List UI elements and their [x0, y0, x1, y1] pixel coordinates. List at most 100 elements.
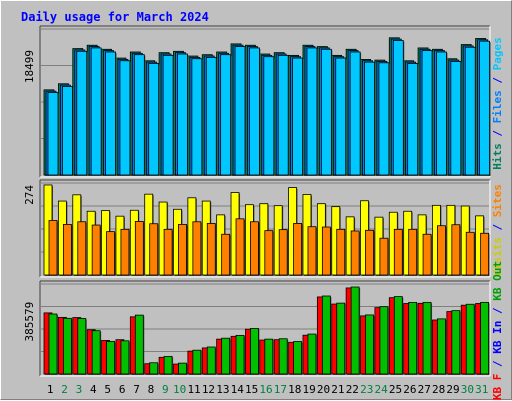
bar-hits-pages-day-16 [263, 56, 275, 176]
bar-kbytes-kb-out-day-6 [120, 340, 130, 375]
bar-kbytes-kb-out-day-28 [437, 318, 446, 375]
x-tick-label-day-26: 26 [403, 383, 416, 396]
x-tick-label-day-30: 30 [461, 383, 474, 396]
bar-hits-pages-day-13 [220, 54, 232, 176]
x-tick-label-day-13: 13 [216, 383, 229, 396]
bar-hits-pages-day-30 [464, 46, 476, 176]
legend-entry: / [491, 123, 504, 143]
bar-hits-pages-day-3 [76, 50, 88, 176]
bar-visits-sites-day-14 [235, 218, 245, 276]
bar-hits-pages-day-10 [177, 53, 188, 176]
tick-label-hits: 18499 [23, 50, 36, 83]
x-tick-label-day-11: 11 [187, 383, 200, 396]
bar-hits-pages-day-12 [205, 56, 217, 176]
bar-visits-sites-day-12 [206, 223, 216, 276]
bar-kbytes-kb-out-day-31 [480, 301, 490, 375]
bar-hits-pages-day-1 [47, 92, 59, 176]
bar-kbytes-kb-out-day-22 [350, 286, 360, 375]
x-tick-label-day-3: 3 [76, 383, 83, 396]
bar-hits-pages-day-8 [148, 63, 160, 176]
x-tick-label-day-9: 9 [162, 383, 169, 396]
bar-visits-sites-day-1 [48, 220, 58, 276]
x-tick-label-day-15: 15 [245, 383, 258, 396]
bar-hits-pages-day-11 [191, 58, 203, 176]
bar-visits-sites-day-16 [264, 230, 274, 276]
legend-entry: KB In [491, 321, 504, 354]
bar-hits-pages-day-5 [105, 51, 116, 176]
bar-kbytes-kb-out-day-5 [106, 340, 115, 375]
legend-visits: Visits / Sites [491, 184, 504, 277]
bar-kbytes-kb-out-day-16 [264, 338, 274, 375]
bar-visits-sites-day-9 [163, 228, 173, 276]
bar-kbytes-kb-out-day-12 [206, 346, 216, 375]
bar-visits-sites-day-23 [365, 229, 374, 276]
bar-hits-pages-day-25 [392, 40, 404, 176]
bar-hits-pages-day-28 [436, 51, 447, 176]
bar-kbytes-kb-out-day-1 [48, 313, 58, 375]
bar-kbytes-kb-out-day-25 [393, 296, 403, 375]
bar-hits-pages-day-26 [407, 63, 419, 176]
bar-visits-sites-day-11 [192, 221, 202, 276]
legend-entry: / [491, 217, 504, 237]
bar-kbytes-kb-out-day-10 [178, 362, 187, 375]
x-tick-label-day-29: 29 [446, 383, 459, 396]
bar-kbytes-kb-out-day-30 [465, 303, 475, 375]
x-tick-label-day-24: 24 [374, 383, 388, 396]
bar-hits-pages-day-31 [479, 40, 491, 176]
legend-entry: Files [491, 90, 504, 123]
bar-hits-pages-day-18 [292, 57, 303, 176]
bar-kbytes-kb-out-day-27 [422, 301, 432, 375]
x-tick-label-day-18: 18 [288, 383, 301, 396]
x-tick-label-day-1: 1 [47, 383, 54, 396]
bar-visits-sites-day-28 [437, 225, 446, 276]
x-tick-label-day-23: 23 [360, 383, 373, 396]
bar-visits-sites-day-29 [451, 224, 461, 276]
legend-entry: Visits [491, 237, 504, 277]
bar-hits-pages-day-27 [421, 50, 433, 176]
x-tick-label-day-12: 12 [202, 383, 215, 396]
legend-kbytes: KB F / KB In / KB Out [491, 261, 504, 400]
bar-hits-pages-day-24 [378, 62, 390, 176]
bar-kbytes-kb-out-day-20 [321, 295, 331, 375]
bar-hits-pages-day-21 [335, 57, 347, 176]
bar-kbytes-kb-out-day-3 [77, 318, 87, 375]
bar-visits-sites-day-15 [250, 221, 259, 276]
tick-label-kbytes: 385579 [23, 302, 36, 342]
bar-hits-pages-day-14 [234, 46, 246, 176]
bar-visits-sites-day-2 [62, 223, 72, 276]
bar-kbytes-kb-out-day-26 [408, 301, 418, 375]
bar-kbytes-kb-out-day-18 [293, 341, 302, 375]
bar-kbytes-kb-out-day-19 [307, 333, 317, 375]
x-tick-label-day-16: 16 [259, 383, 272, 396]
bar-hits-pages-day-23 [364, 61, 375, 176]
bar-hits-pages-day-7 [133, 54, 145, 176]
bar-visits-sites-day-13 [221, 233, 231, 276]
bar-hits-pages-day-22 [349, 51, 361, 176]
bar-kbytes-kb-out-day-4 [91, 330, 101, 375]
bar-kbytes-kb-out-day-7 [134, 314, 144, 375]
bar-hits-pages-day-15 [249, 47, 260, 176]
bar-hits-pages-day-2 [61, 86, 73, 176]
legend-entry: Hits [491, 143, 504, 170]
bar-kbytes-kb-out-day-9 [163, 355, 173, 375]
legend-hits: Hits / Files / Pages [491, 37, 504, 170]
bar-visits-sites-day-26 [408, 228, 418, 276]
bar-visits-sites-day-10 [178, 223, 187, 276]
legend-entry: KB F [491, 374, 504, 401]
bar-visits-sites-day-22 [350, 230, 360, 276]
x-tick-label-day-21: 21 [331, 383, 344, 396]
bar-visits-sites-day-31 [480, 232, 490, 276]
x-tick-label-day-2: 2 [61, 383, 68, 396]
x-tick-label-day-10: 10 [173, 383, 186, 396]
x-tick-label-day-4: 4 [90, 383, 97, 396]
x-tick-label-day-8: 8 [148, 383, 155, 396]
x-tick-label-day-27: 27 [418, 383, 431, 396]
bar-visits-sites-day-5 [106, 231, 115, 276]
bar-visits-sites-day-19 [307, 226, 317, 276]
legend-entry: Pages [491, 37, 504, 70]
x-tick-label-day-22: 22 [346, 383, 359, 396]
bar-kbytes-kb-out-day-11 [192, 349, 202, 375]
bar-visits-sites-day-6 [120, 228, 130, 276]
bar-visits-sites-day-18 [293, 223, 302, 276]
